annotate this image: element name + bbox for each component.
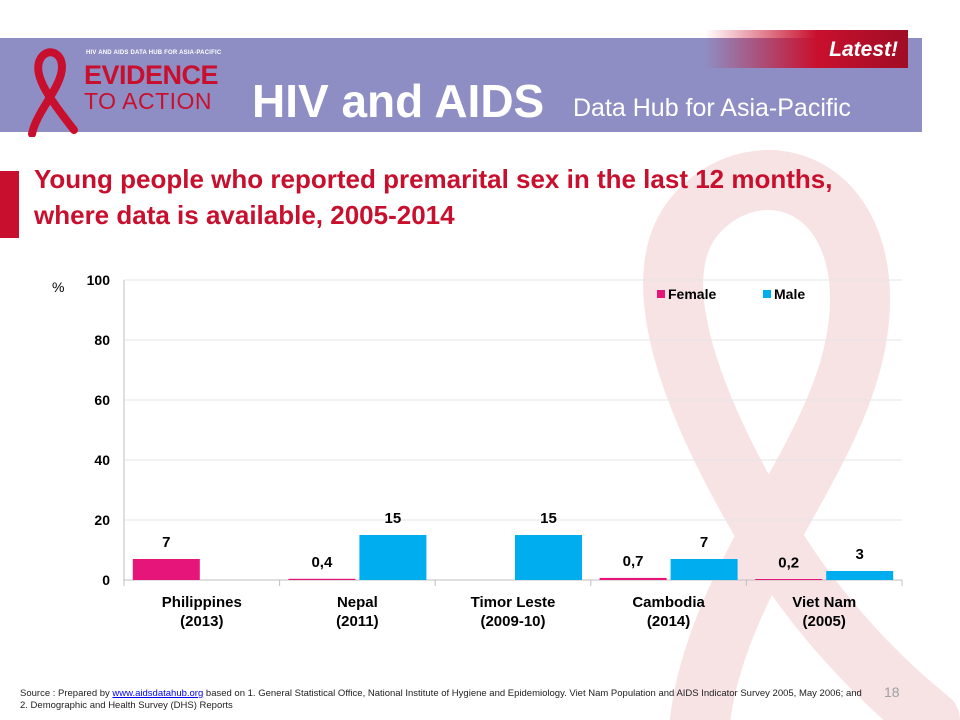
page-number: 18 [884, 684, 900, 700]
x-tick-label: Timor Leste [471, 594, 556, 611]
x-tick-label: (2011) [336, 613, 379, 630]
source-prefix: Source : Prepared by [20, 688, 110, 699]
x-tick-label: (2005) [803, 613, 846, 630]
source-note: Source : Prepared by www.aidsdatahub.org… [20, 688, 870, 712]
bar-female [288, 578, 356, 580]
legend-swatch-female [657, 290, 665, 298]
legend-label: Male [774, 286, 805, 302]
title-accent-bar [0, 171, 19, 238]
logo-evidence-text: EVIDENCE [84, 60, 219, 90]
source-link[interactable]: www.aidsdatahub.org [112, 688, 204, 699]
y-tick-label: 20 [94, 512, 110, 528]
header-title: HIV and AIDS [252, 75, 545, 127]
bar-male [359, 535, 427, 580]
bar-female [132, 559, 200, 580]
legend-label: Female [668, 286, 716, 302]
x-tick-label: (2013) [180, 613, 223, 630]
x-tick-label: Viet Nam [792, 594, 856, 611]
y-tick-label: 80 [94, 332, 110, 348]
x-tick-label: Nepal [337, 594, 378, 611]
data-label: 7 [162, 534, 170, 551]
bar-male [670, 559, 738, 580]
x-tick-label: Philippines [162, 594, 242, 611]
bar-chart: 0 20 40 60 80 100% 7 Philippines (2013) 0,4 15 Nepa… [52, 272, 903, 630]
header-subtitle: Data Hub for Asia-Pacific [573, 94, 851, 122]
data-label: 15 [540, 510, 557, 527]
latest-badge-label: Latest! [829, 38, 898, 61]
legend-swatch-male [763, 290, 771, 298]
data-label: 7 [700, 534, 708, 551]
y-tick-label: 100 [87, 272, 111, 288]
logo-to-action-text: TO ACTION [84, 88, 213, 114]
bar-female [599, 577, 667, 580]
y-axis-label: % [52, 279, 64, 295]
data-label: 15 [385, 510, 402, 527]
data-label: 0,2 [778, 554, 799, 571]
bar-female [755, 579, 823, 580]
y-tick-label: 60 [94, 392, 110, 408]
data-label: 0,4 [311, 554, 333, 571]
x-tick-label: (2014) [647, 613, 690, 630]
slide-title: Young people who reported premarital sex… [34, 164, 833, 230]
red-ribbon-icon [28, 48, 78, 137]
bar-male [515, 535, 582, 580]
data-label: 3 [856, 546, 864, 563]
latest-badge: Latest! [705, 30, 908, 68]
logo-tagline: HIV AND AIDS DATA HUB FOR ASIA-PACIFIC [86, 50, 222, 56]
bar-male [826, 571, 894, 580]
y-tick-label: 40 [94, 452, 110, 468]
data-label: 0,7 [623, 553, 644, 570]
x-tick-label: (2009-10) [480, 613, 545, 630]
x-tick-label: Cambodia [632, 594, 705, 611]
y-tick-label: 0 [102, 572, 110, 588]
source-suffix: based on 1. General Statistical Office, … [20, 688, 862, 711]
